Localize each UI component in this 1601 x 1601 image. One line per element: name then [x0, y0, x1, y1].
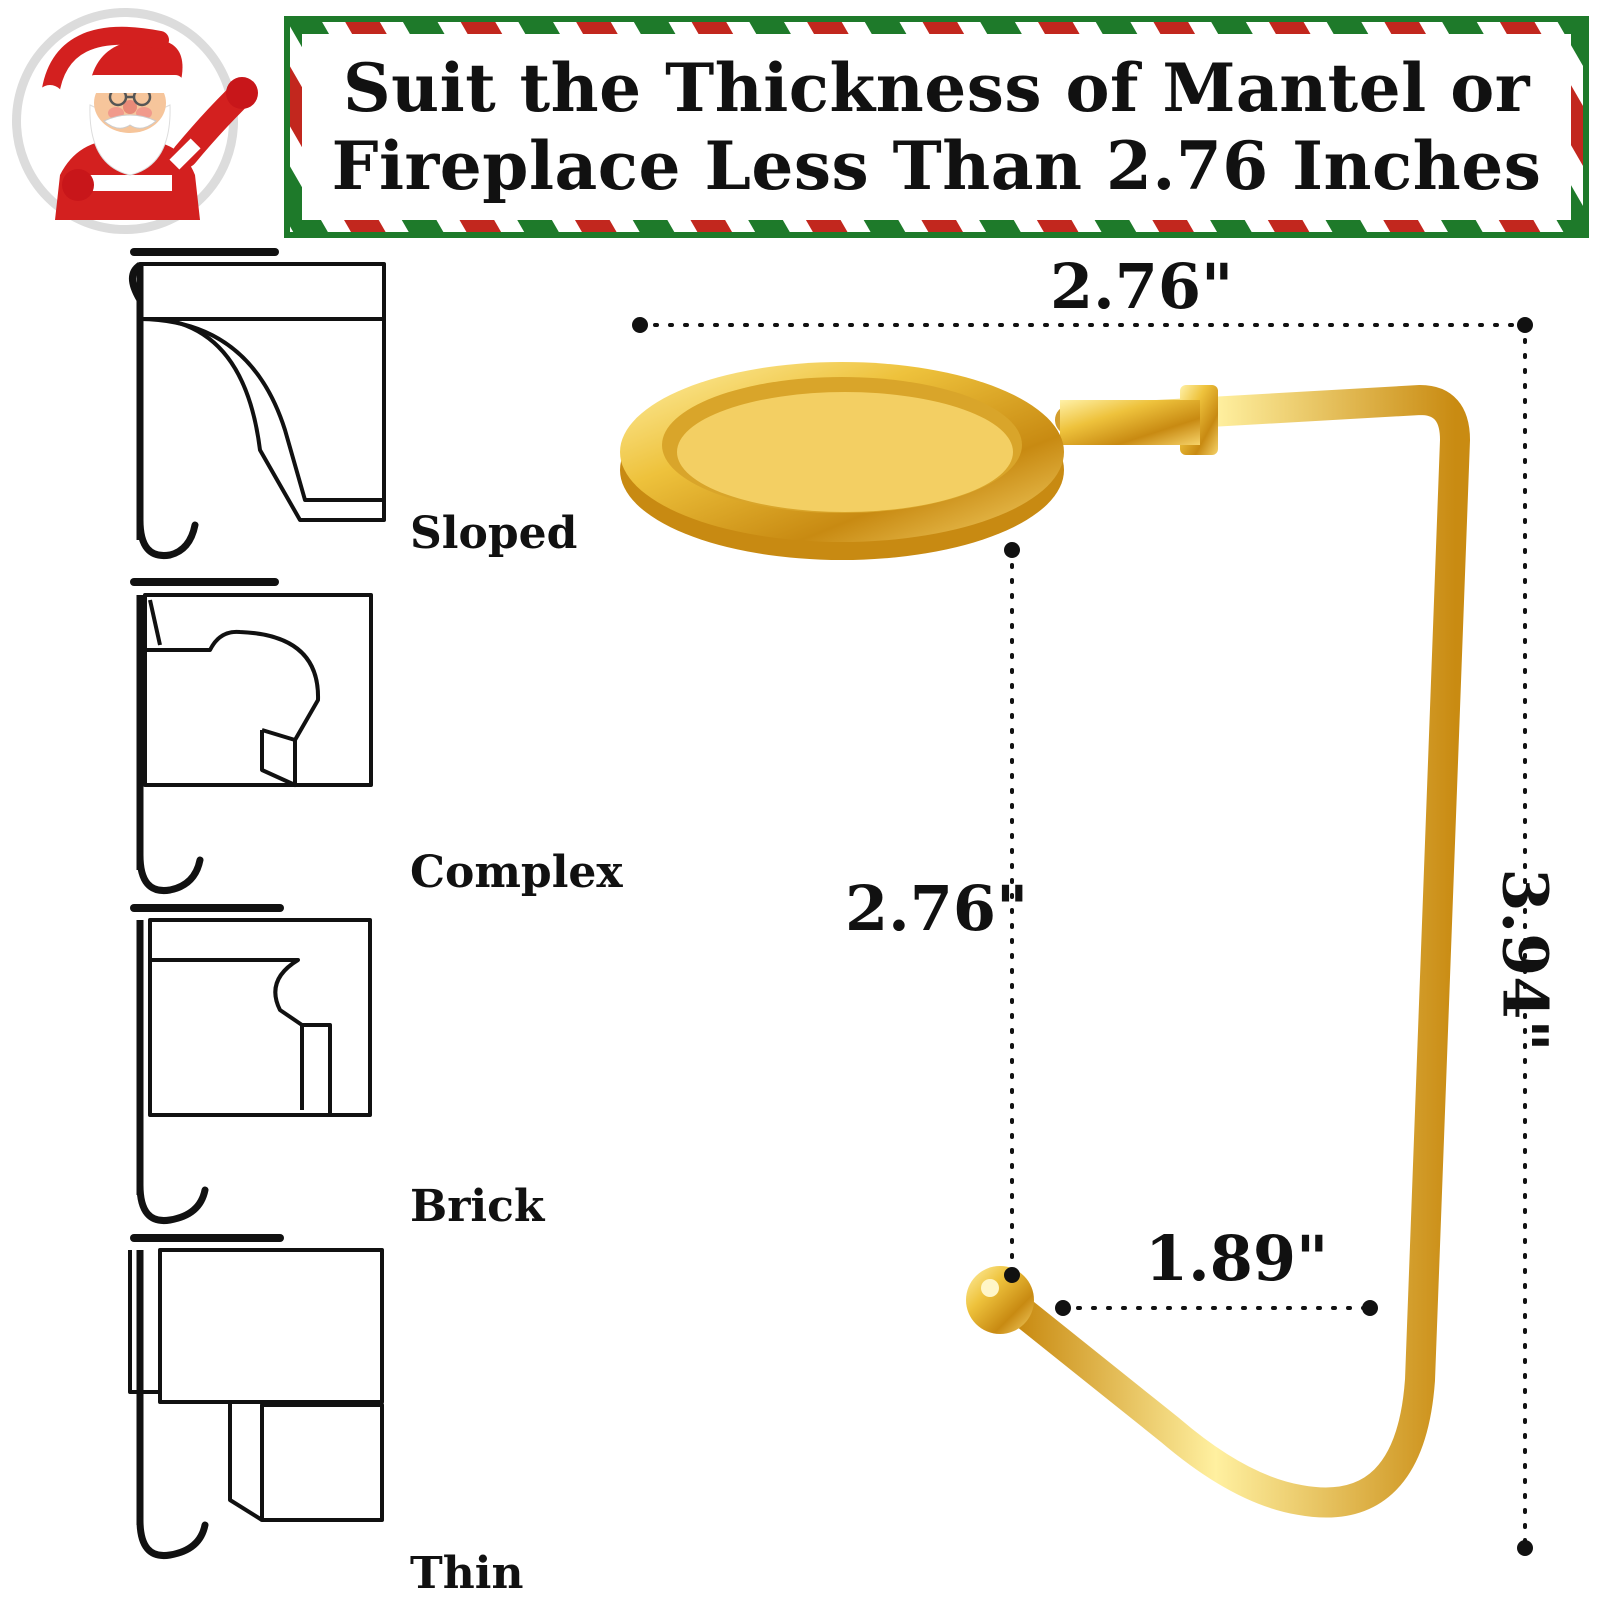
header-text-box: Suit the Thickness of Mantel or Fireplac… [302, 34, 1571, 220]
santa-claus-icon [36, 26, 258, 220]
headline-line-2: Fireplace Less Than 2.76 Inches [331, 127, 1542, 205]
headline-line-1: Suit the Thickness of Mantel or [343, 49, 1530, 127]
header-banner: Suit the Thickness of Mantel or Fireplac… [284, 16, 1589, 238]
dimension-hook-reach: 2.76" [845, 872, 1029, 945]
label-sloped: Sloped [410, 508, 578, 559]
label-complex: Complex [410, 847, 623, 898]
dimension-top-width: 2.76" [1050, 250, 1234, 323]
dimension-total-height: 3.94" [1488, 868, 1562, 1052]
complex-mantel-icon [130, 578, 373, 895]
label-thin: Thin [410, 1548, 524, 1599]
thin-mantel-icon [128, 1234, 384, 1560]
dimension-hook-gap: 1.89" [1145, 1222, 1329, 1295]
mantel-types-illustration [128, 248, 386, 1560]
sloped-mantel-icon [129, 248, 386, 560]
label-brick: Brick [410, 1181, 545, 1232]
brick-mantel-icon [130, 904, 372, 1225]
